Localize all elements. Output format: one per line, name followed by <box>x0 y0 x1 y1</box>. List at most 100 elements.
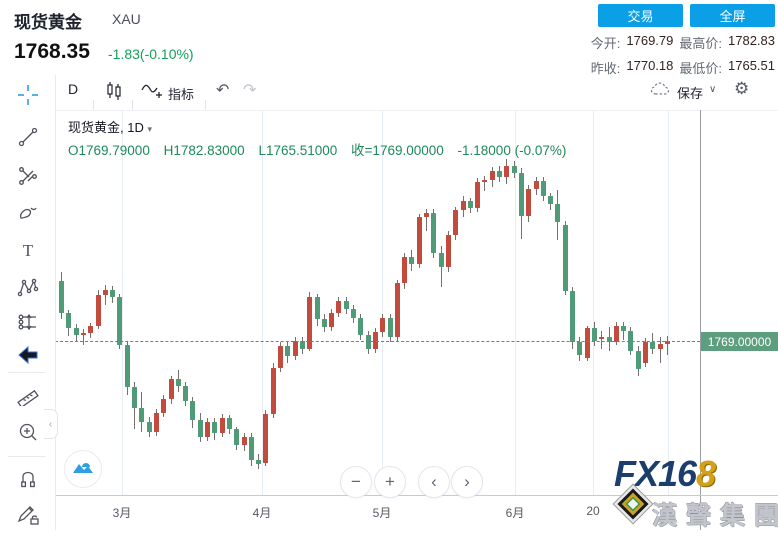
candle-body <box>570 291 575 343</box>
prev-close-value: 1770.18 <box>626 58 674 73</box>
candle-body <box>577 342 583 356</box>
crosshair-tool[interactable] <box>16 83 40 107</box>
last-price: 1768.35 <box>14 40 90 63</box>
candle-body <box>606 337 612 343</box>
trade-button[interactable]: 交易 <box>598 4 683 27</box>
x-axis-label: 4月 <box>252 506 272 520</box>
candle-body <box>643 342 648 363</box>
indicators-button[interactable]: 指标 <box>141 82 194 105</box>
brush-tool[interactable] <box>16 201 40 225</box>
candle-body <box>299 341 305 349</box>
candle-body <box>139 407 145 422</box>
candle-wick <box>659 337 661 363</box>
candle-body <box>555 204 561 222</box>
scroll-right-button[interactable]: › <box>451 466 483 498</box>
price-change: -1.83(-0.10%) <box>108 46 194 62</box>
candle-body <box>635 351 641 370</box>
candle-body <box>402 256 408 284</box>
magnet-tool[interactable] <box>16 468 40 492</box>
sidebar-collapse-handle[interactable]: ‹ <box>44 409 58 439</box>
prediction-tool[interactable] <box>16 310 40 334</box>
candle-body <box>307 297 313 349</box>
symbol-code: XAU <box>112 11 141 27</box>
candle-body <box>664 341 670 344</box>
chart-legend-title[interactable]: 现货黄金, 1D ▾ <box>68 117 152 136</box>
fx168-logo-navy: FX16 <box>614 453 697 494</box>
candle-body <box>533 181 539 189</box>
scroll-left-button[interactable]: ‹ <box>418 466 450 498</box>
candle-body <box>117 297 123 345</box>
candle-body <box>80 333 86 335</box>
candle-body <box>226 417 232 430</box>
text-tool[interactable]: T <box>16 238 40 262</box>
candle-body <box>445 234 451 267</box>
vertical-gridline <box>382 110 383 495</box>
candle-body <box>95 294 101 326</box>
candle-body <box>650 342 656 349</box>
price-axis-line <box>700 110 701 530</box>
lock-drawings-tool[interactable] <box>16 503 40 527</box>
zoom-out-button[interactable]: − <box>340 466 372 498</box>
gear-icon[interactable]: ⚙ <box>734 79 750 98</box>
candle-body <box>562 224 568 292</box>
candle-body <box>175 379 181 386</box>
candle-body <box>628 330 634 352</box>
pitchfork-tool[interactable] <box>16 163 40 187</box>
candle-body <box>372 332 378 349</box>
save-button[interactable]: 保存 <box>650 81 703 103</box>
time-axis-line <box>55 495 778 496</box>
candle-wick <box>484 175 486 192</box>
candle-body <box>190 401 196 421</box>
candle-body <box>256 460 262 464</box>
redo-icon[interactable]: ↷ <box>243 82 257 99</box>
candle-body <box>314 297 320 320</box>
candle-body <box>431 213 437 253</box>
candle-body <box>380 317 386 333</box>
candle-body <box>321 319 327 327</box>
measure-ruler-tool[interactable] <box>16 383 40 407</box>
candle-body <box>584 328 590 358</box>
candle-body <box>197 420 203 437</box>
candle-body <box>540 181 546 197</box>
sidebar-divider <box>8 372 46 373</box>
diamond-logo-icon <box>606 477 660 531</box>
time-axis[interactable]: 3月 4月 5月 6月 20 5 <box>55 496 778 530</box>
chart-style-button[interactable] <box>104 81 124 106</box>
price-axis[interactable] <box>701 110 778 495</box>
x-axis-label: 3月 <box>112 506 132 520</box>
interval-button[interactable]: D <box>68 81 79 97</box>
candle-body <box>183 385 189 402</box>
vertical-gridline <box>515 110 516 495</box>
candle-body <box>153 412 159 432</box>
candlestick-chart[interactable] <box>55 110 700 495</box>
open-label: 今开: <box>590 36 621 51</box>
candlestick-icon <box>104 82 124 105</box>
toolbar-separator <box>93 100 94 110</box>
candle-body <box>102 289 108 295</box>
candle-body <box>467 201 473 208</box>
candle-body <box>278 346 283 368</box>
chart-legend-ohlc: O1769.79000 H1782.83000 L1765.51000 收=17… <box>68 139 576 159</box>
sidebar-divider <box>8 456 46 457</box>
candle-body <box>205 421 210 437</box>
candle-body <box>285 346 291 357</box>
zoom-in-tool[interactable] <box>16 420 40 444</box>
company-watermark: 漢聲集團 <box>652 502 778 530</box>
undo-icon[interactable]: ↶ <box>216 82 230 99</box>
candle-wick <box>426 209 427 231</box>
fx168-logo-gold: 8 <box>696 453 716 494</box>
back-arrow-icon[interactable] <box>16 343 40 367</box>
vertical-gridline <box>668 110 669 495</box>
trend-line-tool[interactable] <box>16 125 40 149</box>
save-label: 保存 <box>677 85 704 101</box>
candle-body <box>241 437 247 445</box>
chevron-down-icon[interactable]: ∨ <box>709 84 717 95</box>
xabcd-pattern-tool[interactable] <box>16 275 40 299</box>
candle-body <box>263 413 269 463</box>
legend-chevron-down-icon[interactable]: ▾ <box>147 124 152 134</box>
zoom-in-button[interactable]: + <box>374 466 406 498</box>
fullscreen-button[interactable]: 全屏 <box>690 4 775 27</box>
screenshot-button[interactable] <box>64 450 102 488</box>
drawing-toolbar: T <box>0 75 56 530</box>
candle-body <box>161 398 167 413</box>
